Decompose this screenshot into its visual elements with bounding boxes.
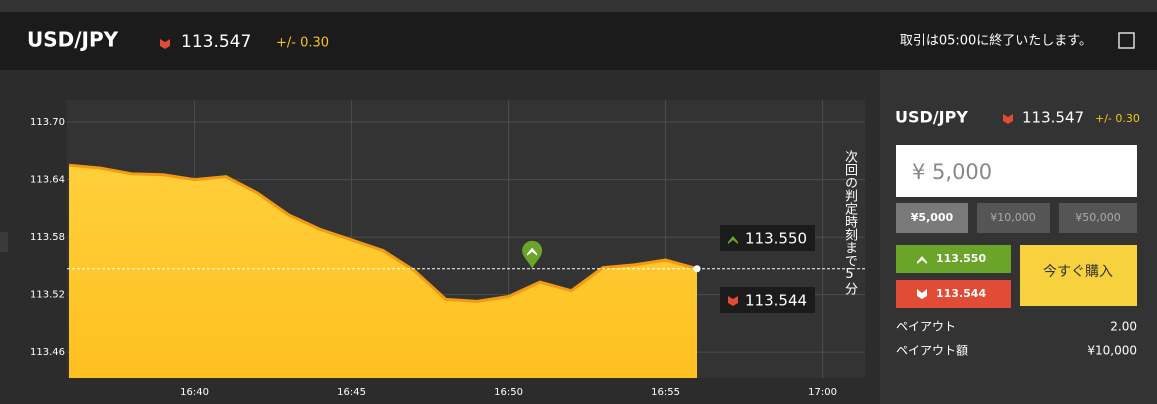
payout-label: ペイアウト (896, 320, 956, 334)
symbol: USD/JPY (27, 28, 119, 52)
notice: 取引は05:00に終了いたします。 (900, 33, 1092, 49)
header-bar (0, 12, 1157, 70)
countdown: 次回の判定時刻まで5分 (842, 150, 857, 295)
high-box (720, 225, 815, 251)
price: 113.547 (181, 32, 251, 52)
high-price: 113.550 (936, 252, 986, 265)
expand-icon[interactable] (1118, 32, 1135, 49)
payout-amount-label: ペイアウト額 (896, 344, 968, 358)
entry-pin (522, 240, 543, 269)
x-tick-label: 16:40 (180, 387, 209, 398)
amount: ¥ 5,000 (912, 160, 992, 184)
down-icon (1003, 114, 1013, 124)
payout-amount: ¥10,000 (1087, 344, 1137, 358)
down-icon (917, 289, 927, 299)
y-tick-label: 113.58 (30, 232, 65, 243)
y-tick-label: 113.46 (30, 347, 65, 358)
y-tick-label: 113.64 (30, 175, 65, 186)
x-tick-label: 16:55 (651, 387, 680, 398)
low-button[interactable] (896, 280, 1011, 308)
preset-button[interactable] (896, 203, 968, 233)
area (69, 165, 697, 378)
up-icon (917, 256, 927, 264)
preset-label: ¥10,000 (990, 211, 1036, 224)
y-tick-label: 113.70 (30, 117, 65, 128)
preset-button[interactable] (1059, 203, 1137, 233)
x-tick-label: 16:45 (337, 387, 366, 398)
range: +/- 0.30 (276, 36, 329, 51)
payout: 2.00 (1110, 320, 1137, 334)
up-icon (527, 247, 538, 256)
low-label: 113.544 (745, 292, 807, 310)
high-label: 113.550 (745, 230, 807, 248)
amount-input[interactable] (896, 145, 1137, 197)
area-edge (68, 163, 698, 303)
preset-label: ¥5,000 (911, 211, 954, 224)
low-price: 113.544 (936, 287, 986, 300)
down-icon (160, 39, 170, 49)
y-tick-label: 113.52 (30, 290, 65, 301)
x-tick-label: 17:00 (808, 387, 837, 398)
side-tab[interactable] (0, 232, 8, 252)
buy-label: 今すぐ購入 (1043, 264, 1113, 280)
panel-symbol: USD/JPY (895, 108, 968, 127)
preset-button[interactable] (977, 203, 1050, 233)
current-dot (693, 265, 701, 273)
buy-button[interactable] (1020, 245, 1137, 306)
x-tick-label: 16:50 (494, 387, 523, 398)
up-icon (728, 236, 738, 244)
panel-price: 113.547 (1022, 109, 1084, 127)
high-button[interactable] (896, 245, 1011, 273)
preset-label: ¥50,000 (1075, 211, 1121, 224)
panel-range: +/- 0.30 (1095, 112, 1140, 125)
down-icon (728, 296, 738, 306)
